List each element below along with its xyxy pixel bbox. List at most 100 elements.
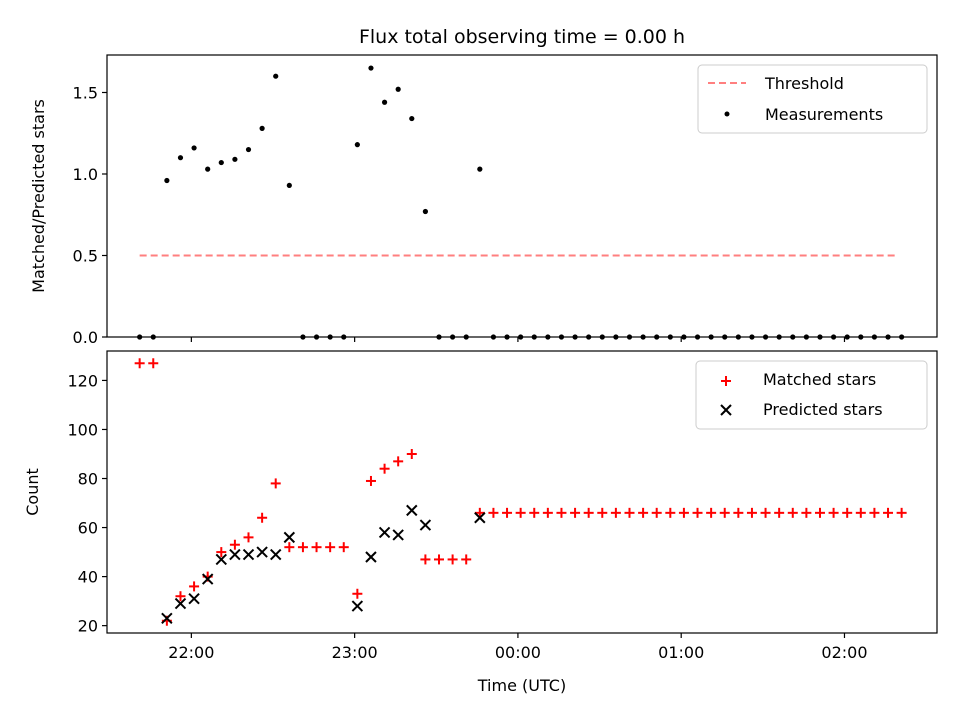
bottom-y-tick-label: 80: [78, 470, 98, 489]
matched-star-point: [148, 358, 159, 369]
top-y-tick-label: 0.5: [73, 246, 98, 265]
measurement-point: [463, 334, 469, 340]
matched-star-point: [393, 456, 404, 467]
matched-star-point: [297, 542, 308, 553]
matched-star-point: [883, 507, 894, 518]
matched-star-point: [801, 507, 812, 518]
measurement-point: [885, 334, 891, 340]
legend-predicted: Predicted stars: [763, 400, 883, 419]
matched-star-point: [488, 507, 499, 518]
bottom-plot-frame: [106, 350, 938, 634]
top-y-axis: 0.0 0.5 1.0 1.5: [73, 83, 107, 347]
matched-star-point: [243, 532, 254, 543]
predicted-star-point: [174, 597, 187, 610]
measurement-point: [735, 334, 741, 340]
bottom-legend: Matched stars Predicted stars: [695, 360, 928, 430]
predicted-star-point: [215, 553, 228, 566]
measurement-point: [436, 334, 442, 340]
matched-star-point: [665, 507, 676, 518]
measurement-point: [762, 334, 769, 340]
measurement-point: [205, 166, 211, 172]
matched-star-point: [474, 507, 485, 518]
measurement-point: [545, 334, 551, 340]
bottom-legend-box: [695, 360, 928, 430]
matched-star-point: [352, 588, 363, 599]
predicted-star-point: [256, 546, 268, 558]
measurement-point: [137, 334, 143, 340]
measurement-point: [626, 334, 633, 340]
measurement-point: [341, 334, 347, 340]
legend-threshold: Threshold: [764, 74, 844, 93]
measurement-point: [218, 159, 224, 166]
measurement-point: [858, 334, 864, 340]
matched-star-point: [597, 507, 608, 518]
measurement-point: [899, 334, 905, 340]
measurement-point: [450, 334, 456, 340]
matched-star-point: [828, 507, 839, 518]
matched-star-point: [706, 507, 717, 518]
bottom-y-tick-label: 20: [78, 617, 98, 636]
matched-star-point: [774, 507, 785, 518]
matched-star-point: [610, 507, 621, 518]
bottom-y-axis-label: Count: [23, 468, 42, 516]
measurement-point: [681, 334, 687, 340]
matched-star-point: [379, 463, 390, 474]
predicted-star-point: [270, 548, 282, 561]
measurement-point: [654, 334, 660, 340]
top-subplot: 0.0 0.5 1.0 1.5 Matched/Predicted stars Thr…: [29, 54, 938, 347]
top-legend-box: [697, 64, 928, 134]
top-y-tick-label: 0.0: [73, 328, 98, 347]
matched-star-point: [189, 581, 200, 592]
measurement-point: [776, 334, 782, 340]
measurement-point: [844, 334, 850, 340]
top-y-axis-label: Matched/Predicted stars: [29, 99, 48, 293]
top-y-tick-label: 1.0: [73, 165, 98, 184]
measurement-point: [422, 208, 428, 215]
measurement-point: [286, 182, 292, 189]
matched-star-point: [461, 554, 472, 565]
bottom-y-tick-label: 100: [67, 420, 98, 439]
predicted-star-point: [474, 512, 486, 524]
matched-star-point: [529, 507, 540, 518]
measurement-point: [354, 142, 360, 148]
matched-star-point: [365, 475, 376, 486]
matched-star-point: [651, 507, 662, 518]
matched-star-point: [733, 507, 744, 518]
matched-star-point: [814, 507, 825, 518]
legend-matched: Matched stars: [763, 370, 876, 389]
chart-title: Flux total observing time = 0.00 h: [359, 26, 685, 48]
matched-star-point: [229, 539, 240, 550]
bottom-y-tick-label: 60: [78, 519, 98, 538]
measurement-point: [164, 177, 170, 184]
measurement-point: [667, 334, 673, 340]
predicted-star-point: [201, 573, 214, 585]
measurement-point: [381, 99, 388, 105]
matched-star-point: [896, 507, 907, 518]
predicted-star-point: [242, 548, 255, 561]
bottom-x-tick-label: 00:00: [495, 643, 541, 662]
matched-star-point: [216, 547, 227, 558]
measurement-point: [790, 334, 796, 340]
matched-star-point: [719, 507, 730, 518]
matched-star-point: [338, 542, 349, 553]
matched-star-point: [311, 542, 322, 553]
matched-star-point: [420, 554, 431, 565]
predicted-star-point: [283, 531, 296, 544]
measurement-point: [490, 334, 497, 340]
matched-star-point: [502, 507, 513, 518]
matched-star-point: [542, 507, 553, 518]
matched-star-point: [447, 554, 458, 565]
bottom-subplot: 20 40 60 80 100 120 22:00 23:00 00:00 01:00 02:00…: [23, 350, 938, 695]
measurement-point: [245, 146, 252, 153]
measurement-point: [830, 334, 837, 340]
measurement-point: [327, 334, 333, 340]
measurement-point: [409, 115, 415, 122]
measurement-point: [368, 65, 374, 71]
matched-star-point: [746, 507, 757, 518]
measurement-point: [558, 334, 565, 340]
predicted-star-point: [365, 551, 377, 563]
matched-stars-series: [134, 358, 907, 626]
measurement-point: [586, 334, 592, 340]
top-x-ticks: [190, 337, 846, 342]
